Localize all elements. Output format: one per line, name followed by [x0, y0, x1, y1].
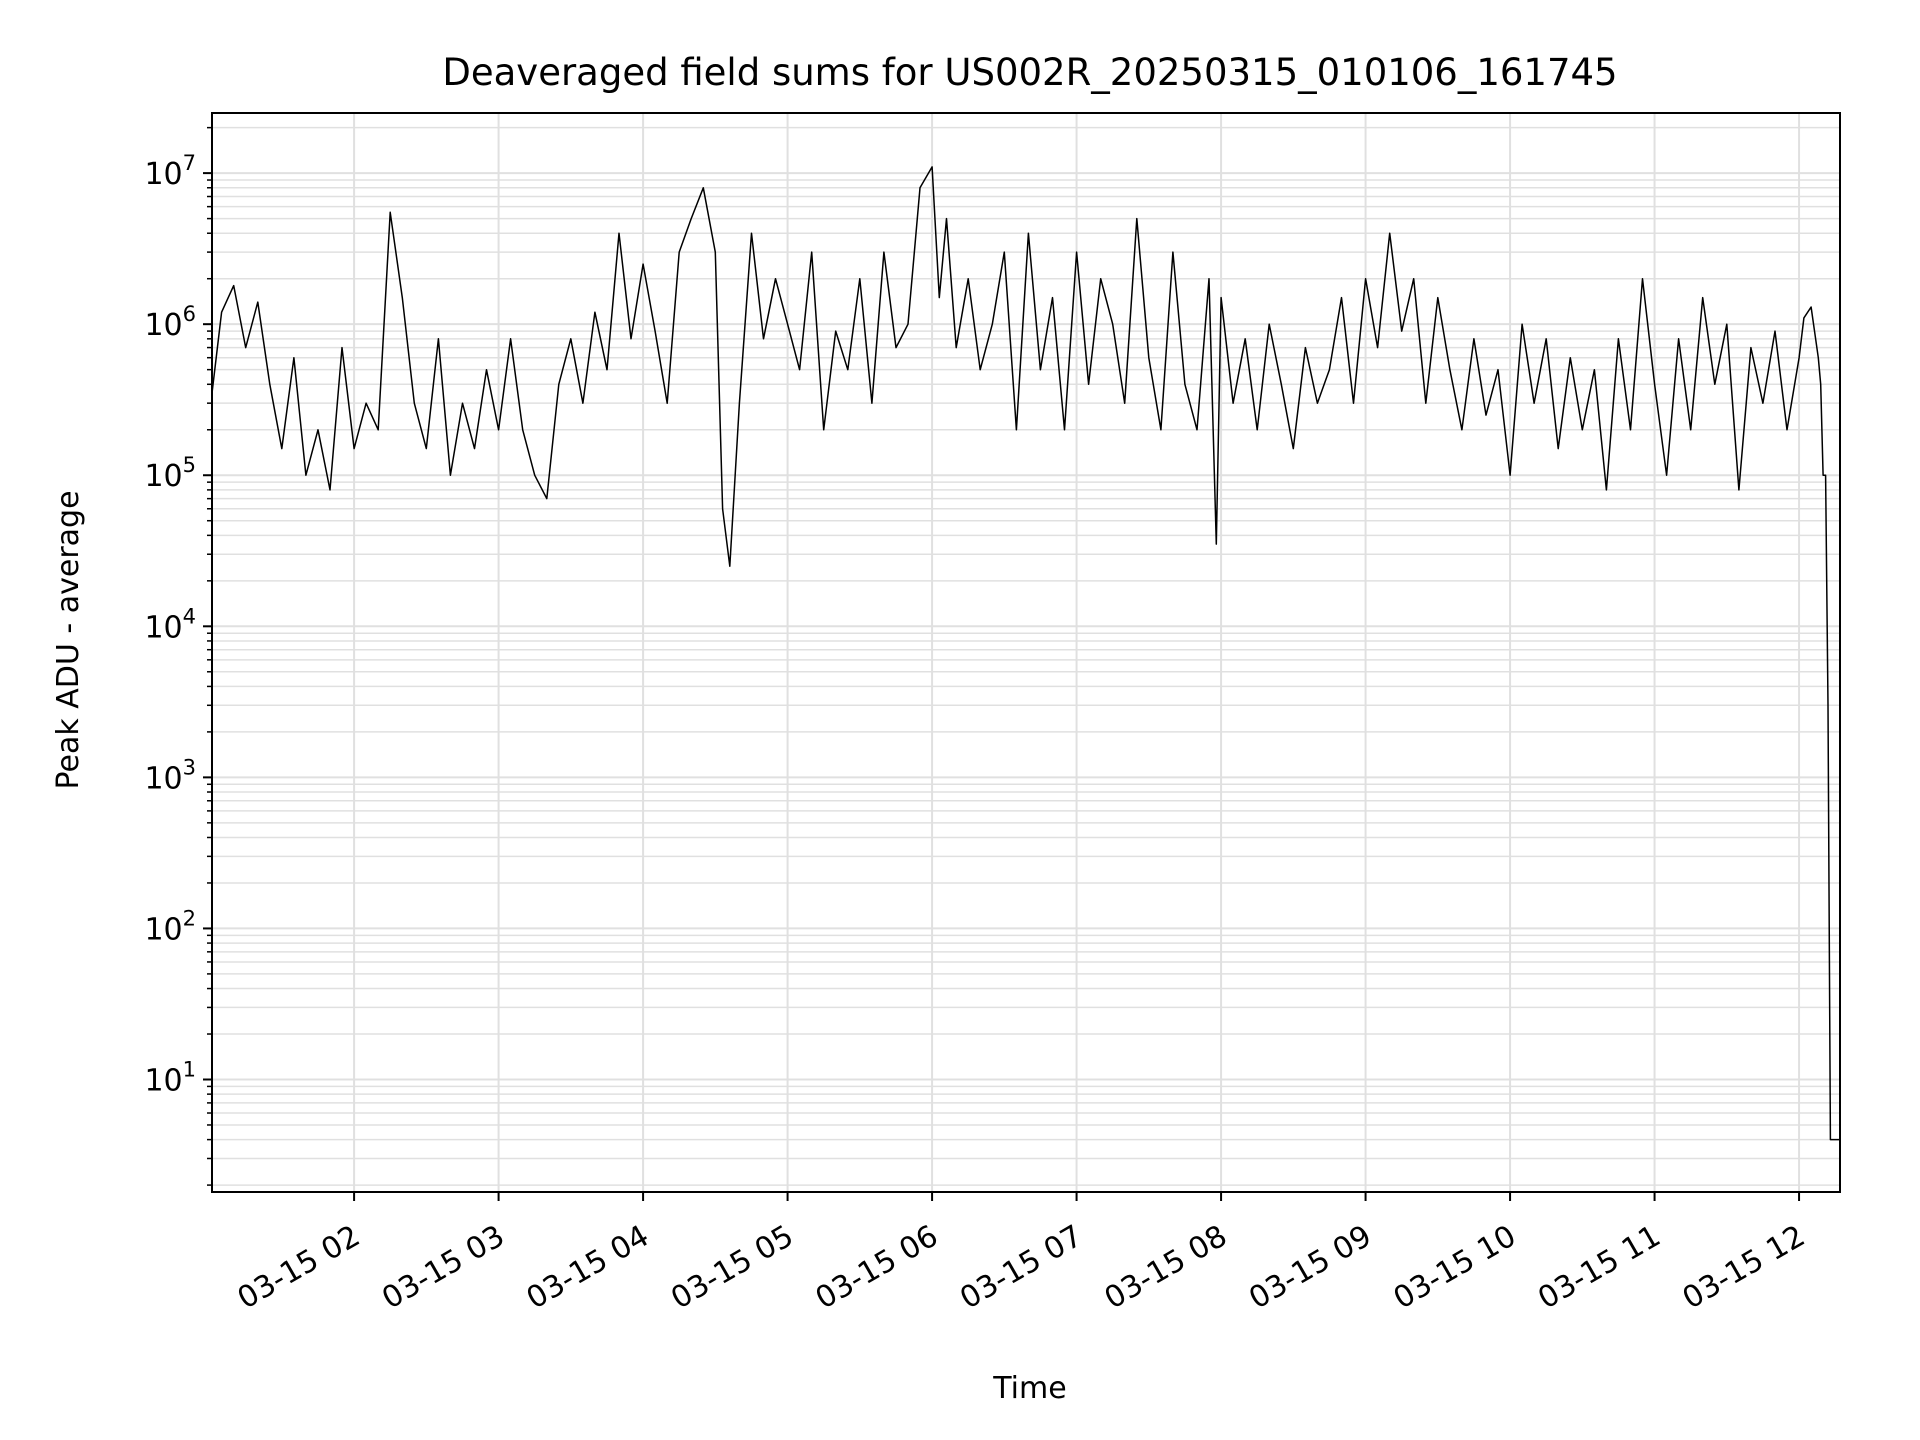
plot-data	[211, 166, 1840, 1141]
grid	[212, 113, 1840, 1192]
y-tick-label: 106	[144, 302, 196, 343]
y-tick-label: 107	[144, 151, 196, 192]
y-axis-label: Peak ADU - average	[51, 490, 86, 789]
y-axis-ticks: 101 102 103 104 105 106 107	[144, 126, 212, 1186]
plot-frame	[211, 112, 1841, 1193]
y-tick-label: 104	[144, 604, 196, 645]
y-tick-label: 102	[144, 906, 196, 947]
y-tick-label: 103	[144, 755, 196, 796]
y-tick-label: 101	[144, 1057, 196, 1098]
x-axis-label: Time	[992, 1371, 1066, 1406]
chart-title: Deaveraged field sums for US002R_2025031…	[442, 51, 1617, 94]
series-line	[211, 166, 1840, 1141]
y-tick-label: 105	[144, 453, 196, 494]
